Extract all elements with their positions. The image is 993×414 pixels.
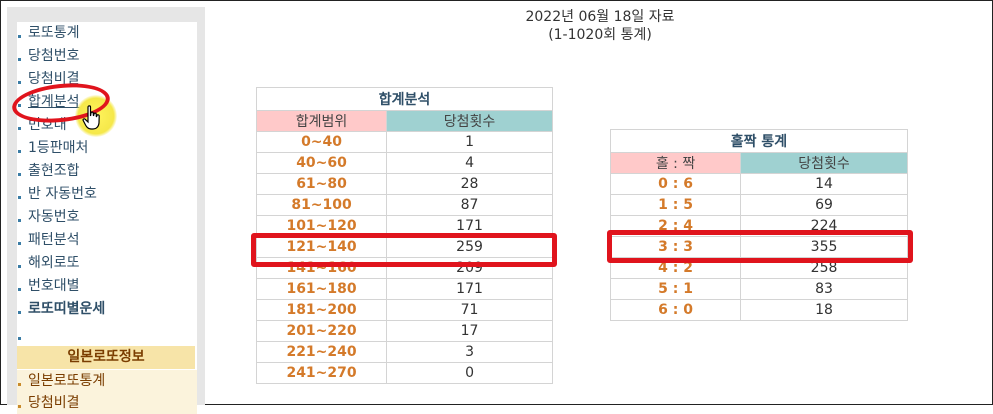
table-row: 6 : 0 18 bbox=[609, 299, 908, 321]
report-date: 2022년 06월 18일 자료 bbox=[525, 9, 675, 25]
table-row: 40~60 4 bbox=[255, 152, 553, 174]
sum-range-cell: 221~240 bbox=[255, 341, 388, 363]
sidebar-item-combination[interactable]: 출현조합 bbox=[17, 160, 197, 182]
sidebar-item-by-range[interactable]: 번호대별 bbox=[17, 275, 197, 297]
table-row: 121~140 259 bbox=[255, 236, 553, 258]
square-bullet-icon bbox=[18, 81, 21, 84]
col-odd-even-ratio: 홀 : 짝 bbox=[609, 152, 742, 174]
odd-even-ratio-cell: 6 : 0 bbox=[609, 299, 742, 321]
win-count-cell: 14 bbox=[740, 173, 908, 195]
win-count-cell: 171 bbox=[386, 215, 553, 237]
sidebar-item-sum-analysis[interactable]: 합계분석 bbox=[17, 91, 197, 113]
sidebar-item-overseas[interactable]: 해외로또 bbox=[17, 252, 197, 274]
sidebar-item-first-prize-shops[interactable]: 1등판매처 bbox=[17, 137, 197, 159]
odd-even-caption: 홀짝 통계 bbox=[610, 129, 908, 153]
square-bullet-icon bbox=[18, 150, 21, 153]
square-bullet-icon bbox=[18, 337, 21, 340]
square-bullet-icon bbox=[18, 405, 21, 408]
square-bullet-icon bbox=[18, 288, 21, 291]
highlight-box-odd-even bbox=[607, 230, 913, 263]
table-row: 241~270 0 bbox=[255, 362, 553, 384]
sum-analysis-table: 합계분석 합계범위 당첨횟수 0~40 1 40~60 4 61~80 28 81~100 8… bbox=[255, 87, 553, 384]
sum-range-cell: 181~200 bbox=[255, 299, 388, 321]
sidebar-spacer-bullet bbox=[17, 324, 197, 346]
win-count-cell: 259 bbox=[386, 236, 553, 258]
table-row: 0 : 6 14 bbox=[609, 173, 908, 195]
square-bullet-icon bbox=[18, 265, 21, 268]
sidebar-item-pattern[interactable]: 패턴분석 bbox=[17, 229, 197, 251]
table-row: 3 : 3 355 bbox=[609, 236, 908, 258]
sidebar-menu: 로또통계 당첨번호 당첨비결 합계분석 번호대 1등판매처 출현조합 반 자동번… bbox=[17, 22, 197, 414]
sidebar-item-lotto-stats[interactable]: 로또통계 bbox=[17, 22, 197, 44]
win-count-cell: 4 bbox=[386, 152, 553, 174]
square-bullet-icon bbox=[18, 173, 21, 176]
square-bullet-icon bbox=[18, 383, 21, 386]
table-row: 1 : 5 69 bbox=[609, 194, 908, 216]
win-count-cell: 1 bbox=[386, 131, 553, 153]
table-row: 5 : 1 83 bbox=[609, 278, 908, 300]
sidebar: 로또통계 당첨번호 당첨비결 합계분석 번호대 1등판매처 출현조합 반 자동번… bbox=[7, 7, 205, 414]
square-bullet-icon bbox=[18, 242, 21, 245]
square-bullet-icon bbox=[18, 127, 21, 130]
win-count-cell: 3 bbox=[386, 341, 553, 363]
table-row: 201~220 17 bbox=[255, 320, 553, 342]
sidebar-item-japan-stats[interactable]: 일본로또통계 bbox=[17, 370, 197, 392]
win-count-cell: 28 bbox=[386, 173, 553, 195]
win-count-cell: 18 bbox=[740, 299, 908, 321]
win-count-cell: 69 bbox=[740, 194, 908, 216]
win-count-cell: 83 bbox=[740, 278, 908, 300]
odd-even-ratio-cell: 1 : 5 bbox=[609, 194, 742, 216]
sum-range-cell: 61~80 bbox=[255, 173, 388, 195]
odd-even-ratio-cell: 5 : 1 bbox=[609, 278, 742, 300]
sum-range-cell: 121~140 bbox=[255, 236, 388, 258]
win-count-cell: 0 bbox=[386, 362, 553, 384]
sum-range-cell: 40~60 bbox=[255, 152, 388, 174]
win-count-cell: 87 bbox=[386, 194, 553, 216]
japan-section-title: 일본로또정보 bbox=[17, 346, 195, 369]
square-bullet-icon bbox=[18, 104, 21, 107]
hand-pointer-icon bbox=[82, 105, 100, 130]
table-row: 61~80 28 bbox=[255, 173, 553, 195]
sidebar-item-winning-numbers[interactable]: 당첨번호 bbox=[17, 45, 197, 67]
table-row: 101~120 171 bbox=[255, 215, 553, 237]
sidebar-item-japan-secret[interactable]: 당첨비결 bbox=[17, 392, 197, 414]
col-win-count: 당첨횟수 bbox=[740, 152, 908, 174]
sidebar-item-semi-auto[interactable]: 반 자동번호 bbox=[17, 183, 197, 205]
sidebar-item-winning-secret[interactable]: 당첨비결 bbox=[17, 68, 197, 90]
square-bullet-icon bbox=[18, 58, 21, 61]
col-sum-range: 합계범위 bbox=[255, 110, 388, 132]
table-row: 221~240 3 bbox=[255, 341, 553, 363]
odd-even-ratio-cell: 0 : 6 bbox=[609, 173, 742, 195]
table-row: 161~180 171 bbox=[255, 278, 553, 300]
sum-range-cell: 0~40 bbox=[255, 131, 388, 153]
win-count-cell: 71 bbox=[386, 299, 553, 321]
table-row: 81~100 87 bbox=[255, 194, 553, 216]
sum-range-cell: 201~220 bbox=[255, 320, 388, 342]
highlight-box-sum bbox=[251, 233, 557, 267]
sidebar-item-number-range[interactable]: 번호대 bbox=[17, 114, 197, 136]
sidebar-item-zodiac[interactable]: 로또띠별운세 bbox=[17, 298, 197, 320]
table-row: 181~200 71 bbox=[255, 299, 553, 321]
odd-even-table: 홀짝 통계 홀 : 짝 당첨횟수 0 : 6 14 1 : 5 69 2 : 4 224 3… bbox=[609, 129, 908, 321]
sum-range-cell: 81~100 bbox=[255, 194, 388, 216]
sum-table-caption: 합계분석 bbox=[256, 87, 553, 111]
win-count-cell: 17 bbox=[386, 320, 553, 342]
square-bullet-icon bbox=[18, 219, 21, 222]
sidebar-item-auto-number[interactable]: 자동번호 bbox=[17, 206, 197, 228]
sum-range-cell: 241~270 bbox=[255, 362, 388, 384]
sum-range-cell: 161~180 bbox=[255, 278, 388, 300]
square-bullet-icon bbox=[18, 311, 21, 314]
square-bullet-icon bbox=[18, 35, 21, 38]
win-count-cell: 171 bbox=[386, 278, 553, 300]
table-row: 0~40 1 bbox=[255, 131, 553, 153]
col-win-count: 당첨횟수 bbox=[386, 110, 553, 132]
report-range: (1-1020회 통계) bbox=[548, 27, 652, 43]
square-bullet-icon bbox=[18, 196, 21, 199]
